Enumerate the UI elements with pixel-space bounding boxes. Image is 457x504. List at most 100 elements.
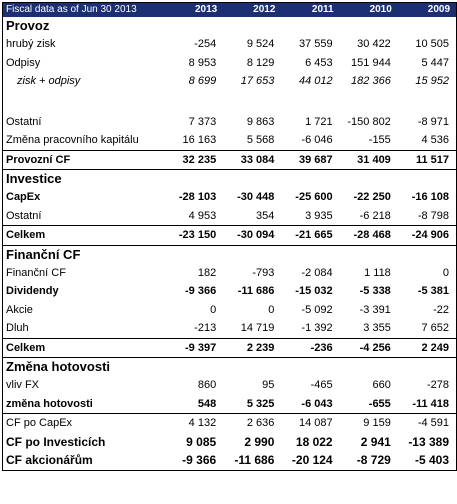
cell: 8 129 (246, 56, 275, 69)
row-label: CF po Investicích (6, 434, 106, 449)
cell: -16 108 (411, 191, 450, 203)
cell: -20 124 (291, 453, 333, 467)
cell: -21 665 (295, 229, 333, 241)
row-akcie: Akcie 0 0 -5 092 -3 391 -22 (3, 301, 456, 320)
row-label: zisk + odpisy (17, 75, 81, 87)
cell: 660 (372, 379, 391, 391)
cell: -4 591 (417, 417, 450, 429)
cell: -30 094 (237, 229, 275, 241)
cell: 8 699 (188, 75, 217, 87)
row-label: Provozní CF (6, 153, 71, 166)
cell: -9 366 (185, 285, 217, 297)
cash-flow-table: Fiscal data as of Jun 30 2013 2013 2012 … (2, 2, 457, 471)
cell: 0 (210, 303, 217, 316)
cell: 32 235 (182, 153, 217, 166)
cell: 354 (256, 209, 275, 222)
cell: 860 (197, 379, 217, 391)
header-label: Fiscal data as of Jun 30 2013 (6, 4, 137, 15)
cell: -15 032 (295, 285, 333, 297)
cell: 44 012 (298, 75, 333, 87)
cell: 2 636 (246, 417, 275, 429)
row-label: Celkem (6, 229, 46, 241)
cell: -655 (368, 397, 391, 410)
cell: 95 (262, 379, 275, 391)
cell: -25 600 (295, 191, 333, 203)
cell: 2 249 (421, 341, 450, 354)
row-cf-po-capex: CF po CapEx 4 132 2 636 14 087 9 159 -4 … (3, 413, 456, 433)
cell: -11 418 (412, 397, 450, 410)
year-2010: 2010 (369, 4, 392, 15)
cell: -9 366 (182, 453, 217, 467)
cell: 9 159 (363, 417, 391, 429)
row-label: CapEx (6, 191, 41, 203)
row-provozni-cf: Provozní CF 32 235 33 084 39 687 31 409 … (3, 149, 456, 170)
cell: -236 (310, 341, 333, 354)
cell: -5 092 (301, 303, 333, 316)
cell: 0 (442, 266, 450, 279)
cell: -8 798 (417, 209, 450, 222)
row-hruby-zisk: hrubý zisk -254 9 524 37 559 30 422 10 5… (3, 35, 456, 54)
cell: 182 (197, 266, 217, 279)
cell: 16 163 (182, 134, 217, 146)
spacer (3, 91, 456, 113)
row-label: Celkem (6, 341, 46, 354)
cell: 9 863 (246, 115, 275, 128)
cell: 14 719 (240, 322, 275, 334)
row-celkem-inv: Celkem -23 150 -30 094 -21 665 -28 468 -… (3, 225, 456, 245)
cell: -11 686 (237, 285, 275, 297)
section-financni-cf: Finanční CF (3, 244, 456, 264)
cell: -6 218 (359, 209, 391, 222)
cell: -254 (194, 38, 217, 50)
cell: -9 397 (185, 341, 217, 354)
cell: -1 392 (301, 322, 333, 334)
cell: 7 652 (421, 322, 450, 334)
cell: 4 953 (188, 209, 217, 222)
cell: 8 953 (188, 56, 217, 69)
cell: -22 (433, 303, 450, 316)
cell: 6 453 (305, 56, 333, 69)
cell: -13 389 (408, 434, 450, 449)
cell: 0 (268, 303, 275, 316)
cell: 1 721 (305, 115, 333, 128)
section-provoz: Provoz (3, 17, 456, 35)
row-label: vliv FX (6, 379, 39, 391)
cell: 4 536 (421, 134, 450, 146)
cell: 2 990 (244, 434, 275, 449)
cell: 30 422 (357, 38, 391, 50)
cell: 548 (197, 397, 217, 410)
row-label: Ostatní (6, 115, 42, 128)
cell: 182 366 (351, 75, 391, 87)
cell: -278 (426, 379, 450, 391)
cell: -150 802 (347, 115, 391, 128)
cell: -213 (194, 322, 217, 334)
row-zisk-odpisy: zisk + odpisy 8 699 17 653 44 012 182 36… (3, 72, 456, 91)
cell: -28 103 (178, 191, 217, 203)
row-cf-akcionarum: CF akcionářům -9 366 -11 686 -20 124 -8 … (3, 451, 456, 470)
cell: -3 391 (359, 303, 391, 316)
year-2012: 2012 (253, 4, 276, 15)
year-2009: 2009 (427, 4, 451, 15)
row-label: CF akcionářům (6, 453, 93, 467)
row-cf-po-investicich: CF po Investicích 9 085 2 990 18 022 2 9… (3, 433, 456, 452)
row-zmena-prac-kapitalu: Změna pracovního kapitálu 16 163 5 568 -… (3, 131, 456, 150)
section-title: Investice (6, 171, 62, 186)
cell: 9 085 (186, 434, 217, 449)
cell: -6 043 (301, 397, 333, 410)
section-title: Změna hotovosti (6, 359, 111, 374)
cell: 3 935 (305, 209, 333, 222)
cell: 33 084 (240, 153, 275, 166)
cell: 14 087 (298, 417, 333, 429)
cell: 11 517 (415, 153, 450, 166)
row-zmena-hotovosti: změna hotovosti 548 5 325 -6 043 -655 -1… (3, 395, 456, 414)
table-header: Fiscal data as of Jun 30 2013 2013 2012 … (3, 3, 456, 17)
row-label: Dluh (6, 322, 29, 334)
row-label: Akcie (6, 303, 33, 316)
cell: -793 (252, 266, 275, 279)
cell: -155 (368, 134, 391, 146)
year-2013: 2013 (194, 4, 218, 15)
cell: -30 448 (237, 191, 275, 203)
row-celkem-fin: Celkem -9 397 2 239 -236 -4 256 2 249 (3, 337, 456, 358)
row-dividendy: Dividendy -9 366 -11 686 -15 032 -5 338 … (3, 282, 456, 301)
cell: -5 403 (414, 453, 450, 467)
row-label: změna hotovosti (6, 397, 93, 410)
